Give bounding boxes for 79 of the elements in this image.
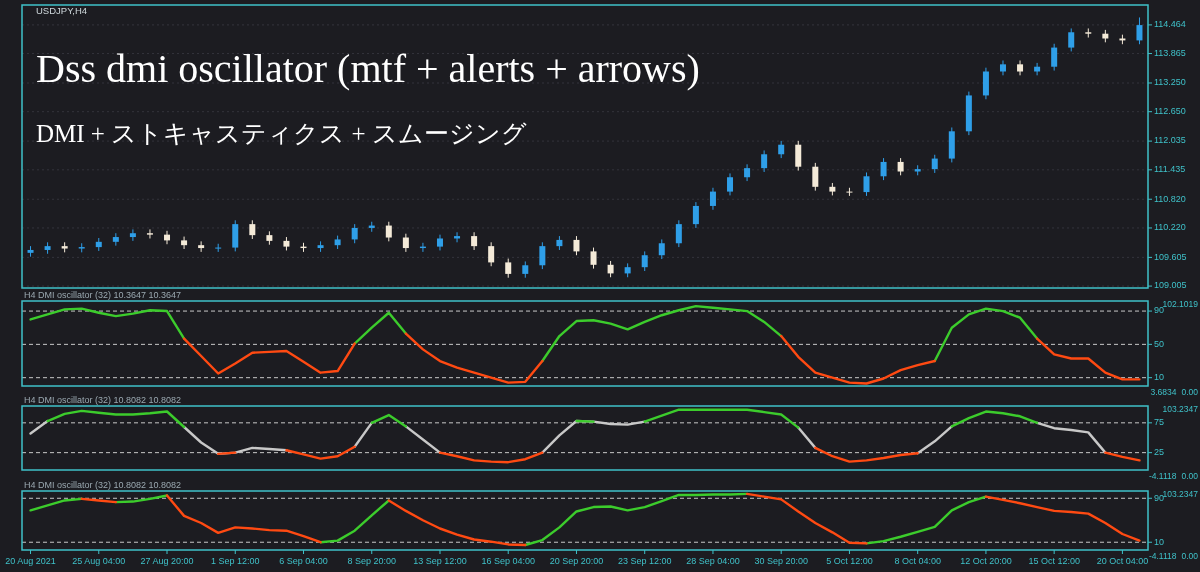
x-tick-label: 23 Sep 12:00: [617, 556, 672, 566]
y-tick-label: 112.650: [1154, 106, 1186, 117]
candlestick: [982, 67, 989, 100]
x-tick-label: 20 Oct 04:00: [1096, 556, 1149, 566]
candlestick: [1017, 60, 1024, 76]
candlestick: [590, 247, 597, 270]
chart-title: H4 DMI oscillator (32) 10.3647 10.3647: [24, 290, 182, 300]
text: -4.1118: [1148, 471, 1177, 482]
text: 0.00: [1181, 551, 1199, 562]
candlestick: [761, 149, 768, 173]
chart-title: H4 DMI oscillator (32) 10.8082 10.8082: [24, 480, 182, 490]
candlestick: [146, 228, 153, 239]
x-tick-label: 27 Aug 20:00: [140, 556, 194, 566]
text: DMI + ストキャスティクス + スムージング: [36, 120, 527, 147]
x-tick-label: 8 Oct 04:00: [894, 556, 941, 566]
candlestick: [488, 241, 495, 267]
x-tick-label: 20 Sep 20:00: [549, 556, 604, 566]
x-tick-label: 5 Oct 12:00: [826, 556, 873, 566]
y-tick-label: 113.250: [1154, 77, 1186, 88]
candlestick: [675, 219, 682, 248]
text: Dss dmi oscillator (mtf + alerts + arrows): [36, 46, 700, 91]
y-tick-label: 10: [1154, 372, 1165, 383]
text: -4.1118: [1148, 551, 1177, 562]
text: 103.2347: [1162, 404, 1199, 415]
candlestick: [385, 221, 392, 242]
candlestick: [198, 240, 205, 253]
candlestick: [1068, 27, 1075, 52]
candlestick: [1034, 62, 1041, 76]
y-tick-label: 112.035: [1154, 135, 1186, 146]
y-tick-label: 114.464: [1154, 19, 1186, 30]
candlestick: [795, 140, 802, 172]
x-tick-label: 16 Sep 04:00: [481, 556, 536, 566]
x-tick-label: 13 Sep 12:00: [413, 556, 467, 566]
y-tick-label: 10: [1154, 536, 1165, 547]
y-tick-label: 75: [1154, 417, 1165, 428]
x-tick-label: 15 Oct 12:00: [1028, 556, 1080, 566]
x-tick-label: 28 Sep 04:00: [686, 556, 740, 566]
candlestick: [812, 162, 819, 192]
candlestick: [880, 157, 887, 181]
candlestick: [709, 187, 716, 211]
candlestick: [744, 163, 751, 182]
candlestick: [658, 238, 665, 260]
candlestick: [232, 219, 239, 252]
candlestick: [1051, 43, 1058, 72]
x-tick-label: 1 Sep 12:00: [210, 556, 260, 566]
chart-title: H4 DMI oscillator (32) 10.8082 10.8082: [24, 395, 182, 405]
candlestick: [181, 236, 188, 250]
candlestick: [573, 235, 580, 256]
y-tick-label: 113.865: [1154, 47, 1186, 58]
candlestick: [641, 250, 648, 272]
y-tick-label: 25: [1154, 447, 1165, 458]
x-tick-label: 25 Aug 04:00: [72, 556, 126, 566]
y-tick-label: 50: [1154, 338, 1165, 349]
text: 3.6834: [1150, 387, 1177, 398]
y-tick-label: 110.820: [1154, 193, 1186, 204]
y-tick-label: 109.005: [1154, 280, 1187, 291]
candlestick: [129, 228, 136, 242]
candlestick: [539, 241, 546, 270]
candlestick: [863, 171, 870, 197]
y-tick-label: 109.605: [1154, 251, 1187, 262]
y-tick-label: 111.435: [1154, 164, 1186, 175]
candlestick: [249, 219, 256, 240]
candlestick: [999, 60, 1006, 76]
x-tick-label: 20 Aug 2021: [5, 556, 56, 566]
x-tick-label: 6 Sep 04:00: [279, 556, 328, 566]
x-tick-label: 30 Sep 20:00: [754, 556, 808, 566]
text: 0.00: [1181, 387, 1199, 398]
candlestick: [1136, 16, 1143, 45]
text: 0.00: [1181, 471, 1199, 482]
annotation: USDJPY,H4: [36, 5, 88, 16]
candlestick: [351, 223, 358, 244]
candlestick: [692, 201, 699, 229]
candlestick: [727, 172, 734, 196]
x-tick-label: 12 Oct 20:00: [960, 556, 1012, 566]
x-tick-label: 8 Sep 20:00: [347, 556, 397, 566]
candlestick: [931, 154, 938, 174]
candlestick: [402, 233, 409, 253]
y-tick-label: 110.220: [1154, 222, 1186, 233]
candlestick: [505, 258, 512, 279]
